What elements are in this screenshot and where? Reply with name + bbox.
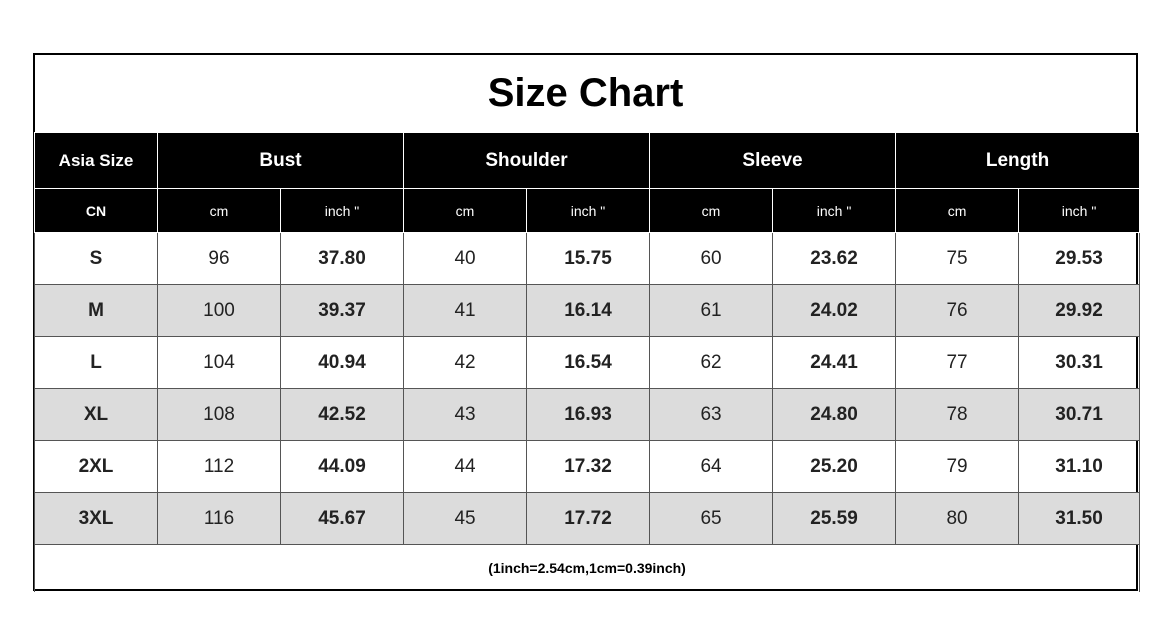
size-label-cell: 2XL (34, 440, 158, 493)
unit-inch-header: inch " (526, 188, 651, 233)
cm-value-cell: 63 (649, 388, 774, 441)
cm-value-cell: 75 (895, 232, 1020, 285)
unit-cm-header: cm (403, 188, 528, 233)
table-row: 3XL 116 45.67 45 17.72 65 25.59 80 31.50 (34, 492, 1141, 545)
group-header-row: Asia Size Bust Shoulder Sleeve Length (34, 132, 1141, 189)
group-header-sleeve: Sleeve (649, 132, 897, 189)
cm-value-cell: 65 (649, 492, 774, 545)
size-chart: Size Chart Asia Size Bust Shoulder Sleev… (33, 53, 1141, 592)
cm-value-cell: 108 (157, 388, 281, 441)
table-body: S 96 37.80 40 15.75 60 23.62 75 29.53 M 100 39.37 41… (34, 232, 1141, 545)
conversion-note: (1inch=2.54cm,1cm=0.39inch) (33, 544, 1141, 592)
inch-value-cell: 42.52 (279, 388, 405, 441)
cm-value-cell: 45 (403, 492, 528, 545)
cm-value-cell: 76 (895, 284, 1020, 337)
inch-value-cell: 39.37 (279, 284, 405, 337)
unit-cm-header: cm (157, 188, 281, 233)
unit-inch-header: inch " (772, 188, 897, 233)
inch-value-cell: 17.72 (526, 492, 651, 545)
cm-value-cell: 112 (157, 440, 281, 493)
inch-value-cell: 30.71 (1018, 388, 1141, 441)
table-row: M 100 39.37 41 16.14 61 24.02 76 29.92 (34, 284, 1141, 337)
inch-value-cell: 24.80 (772, 388, 897, 441)
inch-value-cell: 16.54 (526, 336, 651, 389)
cm-value-cell: 77 (895, 336, 1020, 389)
unit-inch-header: inch " (279, 188, 405, 233)
cm-value-cell: 60 (649, 232, 774, 285)
size-label-cell: 3XL (34, 492, 158, 545)
cm-value-cell: 96 (157, 232, 281, 285)
cm-value-cell: 41 (403, 284, 528, 337)
unit-cm-header: cm (649, 188, 774, 233)
cm-value-cell: 42 (403, 336, 528, 389)
cm-value-cell: 78 (895, 388, 1020, 441)
group-header-shoulder: Shoulder (403, 132, 651, 189)
inch-value-cell: 24.02 (772, 284, 897, 337)
inch-value-cell: 16.93 (526, 388, 651, 441)
inch-value-cell: 16.14 (526, 284, 651, 337)
size-table: Asia Size Bust Shoulder Sleeve Length CN… (33, 132, 1141, 592)
size-label-cell: L (34, 336, 158, 389)
inch-value-cell: 17.32 (526, 440, 651, 493)
cm-value-cell: 104 (157, 336, 281, 389)
table-row: L 104 40.94 42 16.54 62 24.41 77 30.31 (34, 336, 1141, 389)
inch-value-cell: 40.94 (279, 336, 405, 389)
unit-cm-header: cm (895, 188, 1020, 233)
inch-value-cell: 25.20 (772, 440, 897, 493)
group-header-bust: Bust (156, 132, 405, 189)
inch-value-cell: 30.31 (1018, 336, 1141, 389)
size-label-cell: XL (34, 388, 158, 441)
inch-value-cell: 31.10 (1018, 440, 1141, 493)
inch-value-cell: 15.75 (526, 232, 651, 285)
cm-value-cell: 64 (649, 440, 774, 493)
unit-inch-header: inch " (1018, 188, 1141, 233)
chart-title: Size Chart (487, 71, 684, 115)
inch-value-cell: 23.62 (772, 232, 897, 285)
size-label-cell: M (34, 284, 158, 337)
inch-value-cell: 45.67 (279, 492, 405, 545)
inch-value-cell: 29.53 (1018, 232, 1141, 285)
conversion-note-row: (1inch=2.54cm,1cm=0.39inch) (33, 544, 1141, 592)
table-row: S 96 37.80 40 15.75 60 23.62 75 29.53 (34, 232, 1141, 285)
size-column-header: Asia Size (34, 132, 158, 189)
cm-value-cell: 100 (157, 284, 281, 337)
cm-value-cell: 116 (157, 492, 281, 545)
cm-value-cell: 40 (403, 232, 528, 285)
table-row: XL 108 42.52 43 16.93 63 24.80 78 30.71 (34, 388, 1141, 441)
cm-value-cell: 80 (895, 492, 1020, 545)
group-header-length: Length (895, 132, 1141, 189)
inch-value-cell: 24.41 (772, 336, 897, 389)
table-row: 2XL 112 44.09 44 17.32 64 25.20 79 31.10 (34, 440, 1141, 493)
inch-value-cell: 37.80 (279, 232, 405, 285)
cm-value-cell: 62 (649, 336, 774, 389)
cm-value-cell: 44 (403, 440, 528, 493)
inch-value-cell: 31.50 (1018, 492, 1141, 545)
inch-value-cell: 25.59 (772, 492, 897, 545)
size-label-cell: S (34, 232, 158, 285)
cm-value-cell: 43 (403, 388, 528, 441)
inch-value-cell: 44.09 (279, 440, 405, 493)
inch-value-cell: 29.92 (1018, 284, 1141, 337)
unit-header-row: CN cm inch " cm inch " cm inch " cm inch… (34, 188, 1141, 233)
cn-label: CN (34, 188, 158, 233)
cm-value-cell: 79 (895, 440, 1020, 493)
cm-value-cell: 61 (649, 284, 774, 337)
